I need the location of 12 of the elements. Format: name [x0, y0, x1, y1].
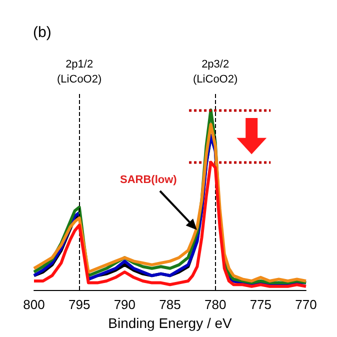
ref-line-label: 2p3/2 (LiCoO2): [193, 58, 238, 86]
ref-line-label: 2p1/2 (LiCoO2): [57, 58, 102, 86]
x-tick-label: 775: [250, 297, 272, 312]
chart-title: (b): [33, 24, 52, 41]
x-tick-label: 780: [204, 297, 226, 312]
x-tick-label: 785: [159, 297, 181, 312]
x-axis-title: Binding Energy / eV: [108, 315, 233, 331]
annotation: SARB(low): [120, 174, 178, 186]
x-tick-label: 790: [114, 297, 136, 312]
x-tick-label: 800: [23, 297, 45, 312]
x-tick-label: 770: [295, 297, 317, 312]
x-tick-label: 795: [68, 297, 90, 312]
